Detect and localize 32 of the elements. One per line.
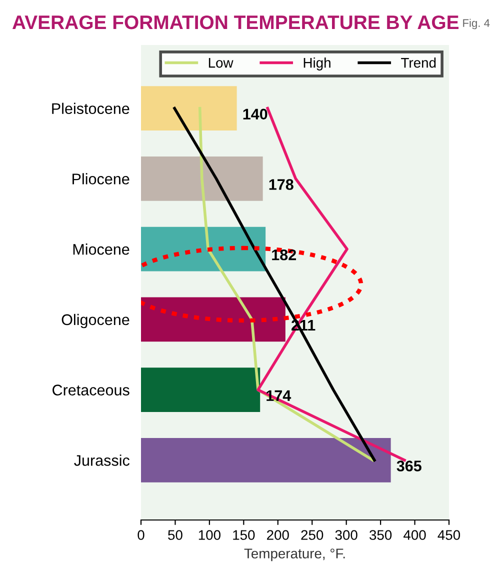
x-tick-label: 300 — [335, 530, 358, 540]
x-tick-label: 450 — [438, 530, 460, 540]
y-tick-label: Miocene — [73, 244, 130, 255]
chart-title: AVERAGE FORMATION TEMPERATURE BY AGE — [12, 15, 459, 30]
x-tick-label: 350 — [370, 530, 392, 540]
x-tick-label: 400 — [404, 530, 426, 540]
x-tick-label: 0 — [138, 530, 144, 540]
bar — [141, 86, 237, 130]
bar — [141, 226, 266, 272]
bar — [141, 368, 260, 412]
y-tick-label: Oligocene — [62, 314, 130, 328]
x-axis-title: Temperature, °F. — [244, 548, 345, 562]
bar — [141, 156, 263, 201]
legend-label: Trend — [401, 58, 436, 68]
data-label: 182 — [272, 249, 296, 260]
y-tick-label: Jurassic — [74, 454, 130, 466]
bar — [141, 438, 391, 482]
data-label: 365 — [396, 460, 422, 472]
y-tick-label: Pleistocene — [52, 102, 130, 114]
y-tick-label: Cretaceous — [52, 384, 130, 396]
x-tick-label: 50 — [168, 530, 182, 540]
data-label: 140 — [243, 108, 268, 120]
bar — [141, 297, 286, 342]
x-tick-label: 150 — [233, 530, 255, 540]
data-label: 178 — [269, 179, 294, 190]
x-tick-label: 250 — [301, 530, 324, 540]
y-tick-label: Pliocene — [72, 173, 130, 184]
caption: Fig. 4 — [463, 18, 490, 30]
x-tick-label: 200 — [267, 530, 289, 540]
x-tick-label: 100 — [198, 530, 220, 540]
legend-label: Low — [208, 58, 234, 68]
legend-label: High — [304, 58, 330, 70]
